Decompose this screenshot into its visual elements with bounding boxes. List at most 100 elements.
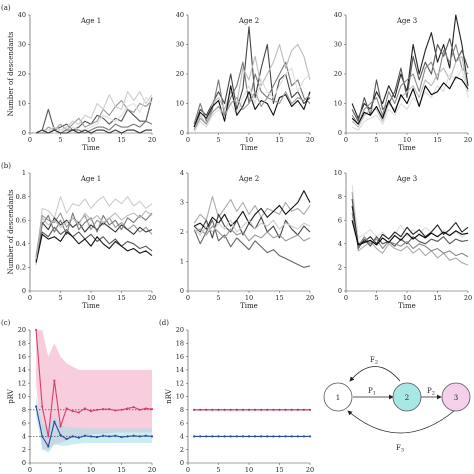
a3-x-tick-label: 15 — [433, 136, 441, 144]
b1-series-2-line — [35, 217, 153, 259]
a2-series-0-line — [193, 26, 311, 128]
a3-series-4-line — [351, 67, 469, 131]
d-series-1-point — [308, 435, 312, 438]
chart-b-age-3: 0 5 10 15 20 0 2 4 6 8 10 Age 3 Time — [334, 169, 472, 310]
node-2-circle — [392, 382, 422, 412]
d-series-1-point — [223, 435, 226, 438]
c-series-0-point — [102, 408, 105, 411]
d-x-tick-label: 10 — [245, 466, 253, 474]
b3-series-5-line — [351, 220, 469, 246]
a3-x-axis-label: Time — [398, 144, 416, 152]
b2-x-tick-label: 0 — [186, 294, 190, 302]
c-series-0-point — [59, 425, 62, 428]
c-series-1-point — [126, 435, 129, 438]
edge-p1-label: P1 — [368, 387, 376, 397]
a3-series-5-line — [351, 76, 469, 125]
a2-series-2-line — [193, 43, 311, 131]
c-x-tick-label: 0 — [28, 466, 32, 474]
b3-series-0-line — [351, 184, 469, 240]
d-series-0-point — [308, 408, 312, 411]
a2-y-tick-label: 30 — [176, 41, 184, 49]
b3-x-axis-label: Time — [398, 302, 416, 310]
b2-title: Age 2 — [238, 175, 259, 183]
d-series-1-point — [205, 435, 208, 438]
edge-p2-letter: P — [427, 387, 432, 395]
a1-x-tick-label: 20 — [148, 136, 156, 144]
c-y-tick-label: 2 — [22, 446, 26, 454]
c-series-1-point — [114, 434, 117, 437]
d-series-1-point — [241, 435, 244, 438]
edge-f2-arrow — [349, 366, 401, 382]
c-series-0-point — [114, 409, 117, 412]
d-series-1-point — [266, 435, 269, 438]
b1-series-5-line — [35, 231, 153, 263]
c-series-0-point — [96, 408, 99, 411]
b2-y-tick-label: 0 — [180, 287, 184, 295]
a2-series-1-line — [193, 61, 311, 125]
c-series-1-point — [96, 435, 99, 439]
d-series-0-point — [211, 408, 214, 411]
b3-series-3-line — [351, 205, 469, 245]
b1-title: Age 1 — [80, 175, 101, 183]
edge-f3-arrow — [347, 410, 455, 434]
b1-y-axis-label: Number of descendants — [7, 189, 15, 274]
b3-title: Age 3 — [396, 175, 417, 183]
b3-y-tick-label: 4 — [338, 240, 342, 248]
a1-y-tick-label: 40 — [18, 11, 26, 19]
b2-x-tick-label: 10 — [245, 294, 253, 302]
c-series-1-point — [47, 445, 50, 448]
c-series-1-point — [77, 436, 80, 439]
a1-y-tick-label: 30 — [18, 41, 26, 49]
d-y-tick-label: 12 — [176, 379, 184, 387]
b1-series-4-line — [35, 212, 153, 262]
c-series-1-point — [144, 434, 147, 437]
d-series-1-point — [254, 435, 257, 438]
d-y-tick-label: 10 — [176, 393, 184, 401]
c-y-tick-label: 20 — [18, 326, 26, 334]
a2-y-tick-label: 20 — [176, 70, 184, 78]
c-series-0-point — [150, 408, 154, 411]
a3-y-tick-label: 20 — [334, 70, 342, 78]
b2-y-tick-label: 4 — [180, 169, 184, 177]
a3-x-tick-label: 20 — [464, 136, 472, 144]
a1-x-tick-label: 0 — [28, 136, 32, 144]
d-y-tick-label: 18 — [176, 340, 184, 348]
chart-b-age-2: 0 5 10 15 20 0 1 2 3 4 Age 2 Time — [180, 169, 314, 310]
b1-x-tick-label: 20 — [148, 294, 156, 302]
a1-x-tick-label: 5 — [58, 136, 62, 144]
c-series-0-point — [89, 410, 93, 413]
b3-x-tick-label: 10 — [403, 294, 411, 302]
b2-y-tick-label: 2 — [180, 228, 184, 236]
c-y-tick-label: 0 — [22, 459, 26, 467]
c-y-tick-label: 14 — [18, 366, 26, 374]
chart-b-age-1: 0 5 10 15 20 0 0.2 0.4 0.6 0.8 1 Age 1 Time Number of… — [7, 169, 156, 310]
d-series-0-point — [217, 408, 220, 411]
d-series-1-point — [272, 435, 275, 438]
chart-a-age-3: 0 5 10 15 20 0 10 20 30 40 Age 3 Time — [334, 11, 472, 152]
d-series-1-point — [302, 435, 305, 438]
edge-p1-letter: P — [368, 387, 373, 395]
a2-series-5-line — [193, 91, 311, 131]
a1-y-axis-label: Number of descendants — [7, 31, 15, 116]
c-series-0-point — [108, 408, 111, 411]
d-y-tick-label: 0 — [180, 459, 184, 467]
c-y-tick-label: 18 — [18, 340, 26, 348]
a2-y-tick-label: 40 — [176, 11, 184, 19]
b2-series-1-line — [193, 213, 311, 239]
c-series-0-point — [126, 407, 129, 410]
a2-y-tick-label: 10 — [176, 100, 184, 108]
edge-p2-label: P2 — [427, 387, 435, 397]
a1-x-axis-label: Time — [82, 144, 100, 152]
b2-series-2-line — [193, 219, 311, 268]
c-y-tick-label: 8 — [22, 406, 26, 414]
d-x-tick-label: 15 — [275, 466, 283, 474]
chart-a-age-1: 0 5 10 15 20 0 10 20 30 40 Age 1 Time Number of desc… — [7, 11, 156, 152]
d-series-0-point — [272, 408, 275, 411]
b1-y-tick-label: 0 — [22, 287, 26, 295]
c-y-tick-label: 6 — [22, 419, 26, 427]
d-series-0-point — [205, 408, 208, 411]
a3-title: Age 3 — [396, 17, 417, 25]
a2-x-tick-label: 20 — [306, 136, 314, 144]
b1-series-3-line — [35, 226, 153, 261]
b3-y-tick-label: 6 — [338, 216, 342, 224]
